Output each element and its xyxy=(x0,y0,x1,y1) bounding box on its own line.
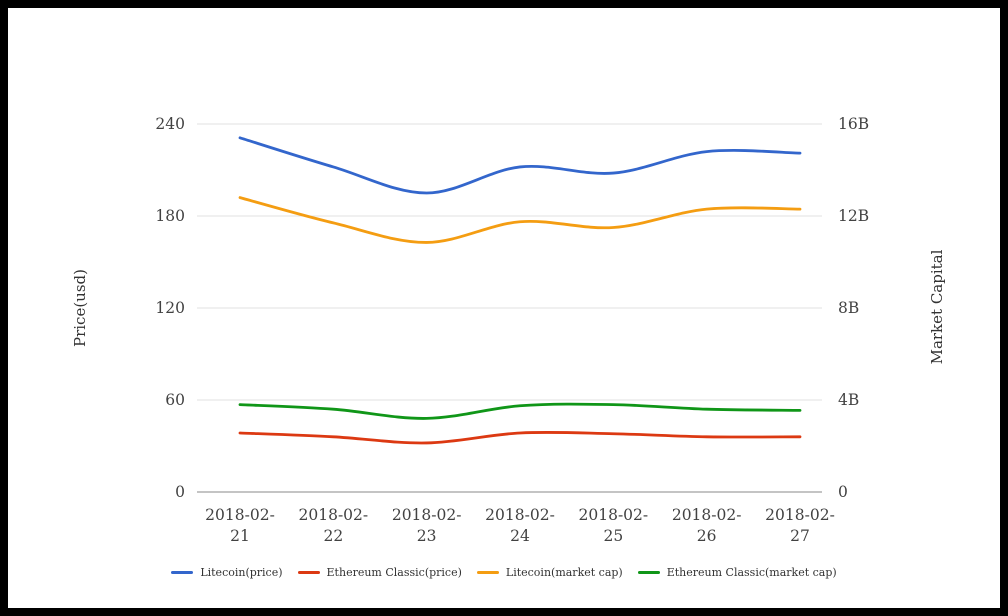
y-left-tick-label: 60 xyxy=(165,391,185,409)
series-line-litecoin-price- xyxy=(238,136,802,195)
legend-item-ethereum-classic-price-[interactable]: Ethereum Classic(price) xyxy=(297,566,462,579)
series-line-ethereum-classic-market-cap- xyxy=(238,402,802,420)
y-right-tick-label: 16B xyxy=(838,115,870,133)
legend-dash-icon xyxy=(171,571,194,574)
x-tick-label: 2018-02- 25 xyxy=(578,506,649,545)
y-right-tick-label: 12B xyxy=(838,207,870,225)
x-tick-label: 2018-02- 26 xyxy=(671,506,742,545)
y-axis-right-title: Market Capital xyxy=(928,249,946,365)
x-tick-label: 2018-02- 27 xyxy=(765,506,835,545)
legend-label: Ethereum Classic(price) xyxy=(326,566,462,579)
legend-dash-icon xyxy=(297,571,320,574)
legend-label: Litecoin(market cap) xyxy=(505,566,623,579)
series-line-litecoin-market-cap- xyxy=(238,196,802,244)
x-tick-label: 2018-02- 22 xyxy=(298,506,369,545)
y-left-tick-label: 180 xyxy=(155,207,185,225)
line-chart-canvas xyxy=(197,123,822,493)
y-axis-left-title: Price(usd) xyxy=(71,268,89,348)
legend-label: Ethereum Classic(market cap) xyxy=(666,566,837,579)
legend-label: Litecoin(price) xyxy=(200,566,283,579)
y-right-tick-label: 8B xyxy=(838,299,860,317)
y-left-tick-label: 0 xyxy=(175,483,185,501)
legend-item-litecoin-price-[interactable]: Litecoin(price) xyxy=(171,566,283,579)
x-tick-label: 2018-02- 24 xyxy=(485,506,555,545)
chart-legend: Litecoin(price) Ethereum Classic(price) Li… xyxy=(8,566,1000,579)
x-tick-label: 2018-02- 21 xyxy=(205,506,275,545)
x-tick-label: 2018-02- 23 xyxy=(391,506,462,545)
legend-dash-icon xyxy=(637,571,660,574)
legend-dash-icon xyxy=(476,571,499,574)
legend-item-ethereum-classic-market-cap-[interactable]: Ethereum Classic(market cap) xyxy=(637,566,837,579)
y-left-tick-label: 240 xyxy=(155,115,185,133)
y-left-tick-label: 120 xyxy=(155,299,185,317)
y-right-tick-label: 0 xyxy=(838,483,848,501)
series-line-ethereum-classic-price- xyxy=(238,430,802,445)
y-right-tick-label: 4B xyxy=(838,391,860,409)
legend-item-litecoin-market-cap-[interactable]: Litecoin(market cap) xyxy=(476,566,623,579)
